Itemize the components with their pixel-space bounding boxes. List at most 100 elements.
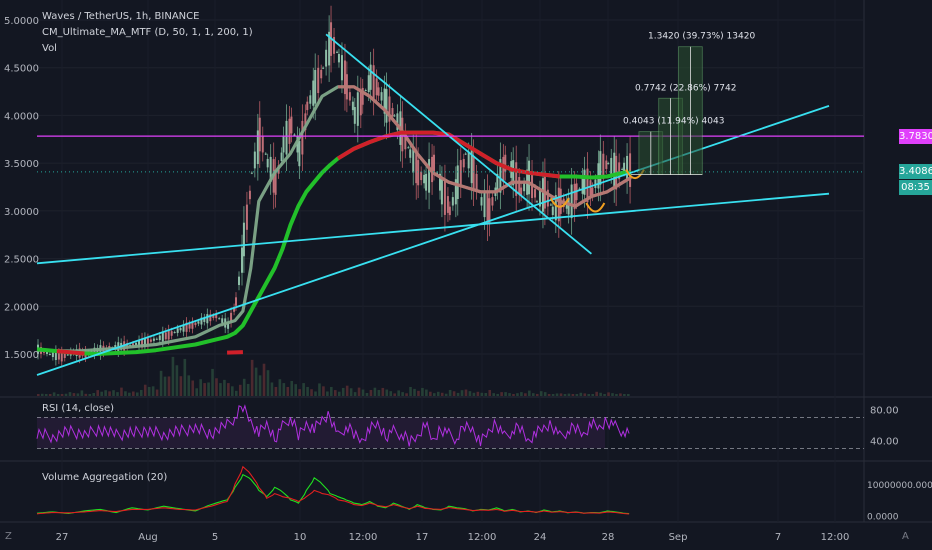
candle-body: [613, 152, 616, 187]
volume-bar: [381, 387, 385, 396]
volume-bar: [163, 376, 167, 396]
candle-body: [351, 101, 354, 111]
candle-body: [472, 155, 475, 190]
volume-bar: [563, 394, 567, 396]
volume-bar: [92, 392, 96, 396]
candle-body: [261, 135, 264, 153]
volume-bar: [575, 394, 579, 396]
candle-body: [454, 179, 457, 205]
symbol-title[interactable]: Waves / TetherUS, 1h, BINANCE: [42, 11, 200, 22]
volume-bar: [524, 393, 527, 396]
volume-bar: [623, 394, 626, 396]
volume-bar: [492, 393, 495, 396]
candle-body: [248, 190, 251, 200]
y-tick-label: 4.0000: [4, 111, 39, 122]
timezone-button[interactable]: Z: [5, 531, 12, 542]
x-tick-label: Aug: [138, 532, 158, 543]
candle-body: [483, 191, 486, 218]
candle-body: [333, 37, 336, 54]
volume-bar: [96, 390, 99, 396]
candle-body: [194, 322, 197, 326]
volume-legend[interactable]: Vol: [42, 43, 57, 54]
candle-body: [599, 151, 602, 185]
volume-bar: [532, 393, 535, 396]
cup-pattern-arc: [585, 202, 606, 213]
candle-body: [367, 75, 370, 93]
candle-body: [235, 297, 237, 306]
x-tick-label: 7: [775, 532, 781, 543]
auto-scale-button[interactable]: A: [902, 531, 909, 542]
candle-body: [409, 149, 412, 158]
volume-bar: [480, 392, 484, 396]
rsi-tick-label: 40.00: [870, 437, 899, 448]
volume-bar: [401, 392, 404, 396]
candle-body: [132, 343, 135, 346]
volume-bar: [266, 370, 270, 396]
x-tick-label: 24: [534, 532, 547, 543]
volume-bar: [440, 392, 444, 396]
volume-bar: [60, 394, 64, 396]
volume-bar: [579, 392, 583, 396]
volume-bar: [64, 393, 68, 396]
candle-body: [467, 151, 470, 169]
x-tick-label: 12:00: [468, 532, 497, 543]
volume-bar: [84, 393, 88, 396]
candle-body: [578, 188, 581, 190]
volume-bar: [143, 384, 147, 396]
volume-bar: [464, 389, 468, 396]
candle-body: [209, 314, 212, 322]
candle-body: [304, 113, 307, 131]
candle-body: [520, 187, 523, 196]
candle-body: [586, 168, 589, 203]
candle-body: [486, 190, 489, 225]
volume-bar: [341, 387, 345, 396]
volume-bar: [147, 386, 151, 396]
candle-body: [301, 120, 304, 155]
candle-body: [607, 163, 610, 165]
candle-body: [428, 159, 431, 193]
candle-body: [523, 182, 526, 192]
candle-body: [320, 69, 323, 79]
candle-body: [383, 88, 386, 114]
volume-bar: [385, 389, 389, 396]
candle-body: [227, 321, 230, 329]
candle-body: [417, 160, 420, 186]
candle-body: [293, 134, 296, 136]
candle-body: [375, 78, 378, 96]
volume-bar: [56, 394, 60, 396]
volume-bar: [595, 391, 598, 396]
volume-bar: [500, 392, 503, 396]
candle-body: [372, 65, 375, 99]
candle-body: [60, 352, 63, 362]
volume-bar: [345, 385, 349, 396]
candle-body: [570, 184, 573, 219]
candle-body: [203, 317, 206, 322]
drawing-overlays[interactable]: 0.4043 (11.94%) 4043 0.7742 (22.86%) 7742…: [36, 32, 864, 376]
candle-body: [480, 197, 483, 206]
rsi-line: [36, 404, 630, 447]
volume-bar: [397, 390, 400, 396]
volume-bar: [270, 382, 274, 396]
candle-body: [361, 87, 364, 105]
indicator-legend[interactable]: CM_Ultimate_MA_MTF (D, 50, 1, 1, 200, 1): [42, 27, 253, 38]
volume-bar: [80, 390, 84, 396]
candle-body: [535, 201, 538, 203]
candle-body: [512, 160, 515, 186]
rsi-legend[interactable]: RSI (14, close): [42, 403, 115, 414]
volume-bar: [124, 391, 127, 396]
y-tick-label: 3.0000: [4, 207, 39, 218]
volume-bar: [242, 378, 246, 396]
candle-body: [610, 157, 613, 175]
volume-bar: [48, 394, 52, 396]
candle-body: [621, 168, 624, 170]
volume-bar: [310, 389, 313, 396]
candle-body: [317, 67, 320, 94]
volume-bar: [389, 391, 393, 396]
candle-body: [51, 352, 54, 358]
volume-bar: [520, 392, 523, 396]
volume-aggregation-legend[interactable]: Volume Aggregation (20): [42, 472, 168, 483]
candle-body: [191, 321, 194, 329]
candle-body: [583, 169, 586, 195]
volume-bar: [290, 380, 294, 396]
